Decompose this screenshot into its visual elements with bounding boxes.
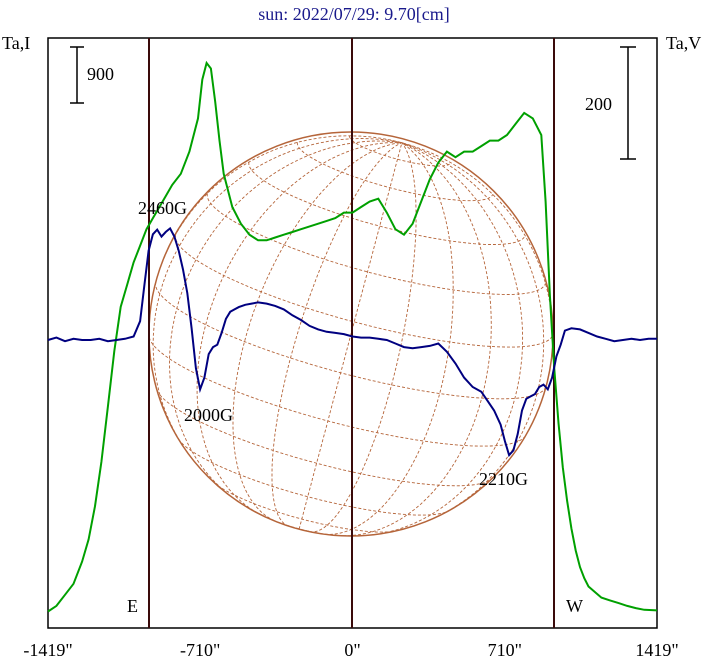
series-line-intensity (47, 60, 658, 613)
right-scale-bar (620, 46, 636, 160)
longitude-line (401, 142, 545, 522)
longitude-line (342, 142, 492, 537)
longitude-line (401, 142, 554, 387)
latitude-line (156, 390, 492, 487)
annotation-2460g: 2460G (138, 198, 187, 218)
x-tick-label: 710" (488, 640, 522, 660)
series-line-circular-polarization (47, 226, 657, 458)
longitude-line (232, 142, 402, 522)
x-tick-label: 1419" (635, 640, 678, 660)
east-label: E (127, 596, 138, 616)
latitude-line (174, 234, 554, 348)
latitude-line (148, 337, 525, 447)
longitude-line (196, 142, 402, 514)
longitude-line (309, 142, 417, 533)
annotation-2000g: 2000G (184, 405, 233, 425)
latitude-line (206, 193, 546, 295)
latitude-line (349, 135, 452, 167)
right-axis-label: Ta,V (666, 33, 701, 53)
longitude-line (271, 142, 403, 527)
x-tick-label: -1419" (23, 640, 72, 660)
x-axis-ticks: -1419" -710" 0" 710" 1419" (23, 640, 678, 660)
longitude-line (324, 142, 454, 535)
longitude-line (371, 142, 524, 536)
latitude-line (178, 438, 449, 516)
x-tick-label: 0" (344, 640, 360, 660)
longitude-line (155, 135, 403, 283)
longitude-line (298, 142, 403, 530)
left-scale-label: 900 (87, 64, 114, 84)
right-scale-label: 200 (585, 94, 612, 114)
longitude-line (152, 138, 402, 458)
left-scale-bar (70, 46, 84, 104)
longitude-line (169, 140, 402, 499)
latitude-line (296, 142, 494, 202)
left-axis-label: Ta,I (2, 33, 30, 53)
annotation-2210g: 2210G (479, 469, 528, 489)
west-label: W (566, 596, 583, 616)
latitude-line (267, 517, 332, 536)
x-tick-label: -710" (180, 640, 220, 660)
chart-title: sun: 2022/07/29: 9.70[cm] (258, 4, 450, 24)
